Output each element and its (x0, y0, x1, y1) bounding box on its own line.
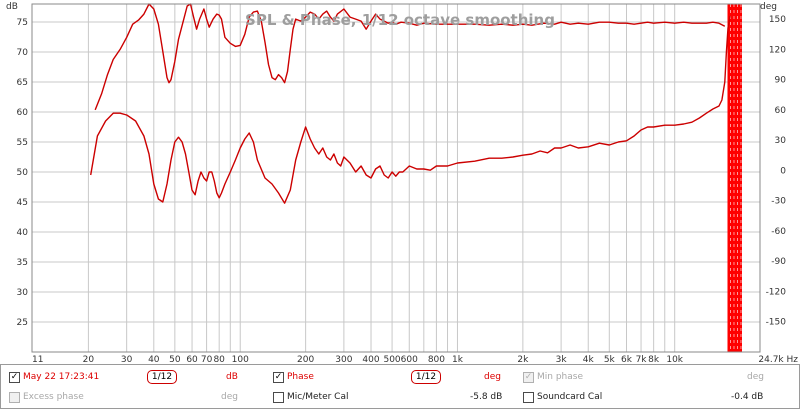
excess-phase-checkbox[interactable] (9, 392, 20, 403)
y-tick-labels-left: 75 70 65 60 55 50 45 40 35 30 25 (17, 18, 29, 328)
band-layer (727, 4, 742, 352)
x-tick-label: 7k (636, 355, 648, 364)
shaded-band (727, 4, 742, 352)
plot-frame (31, 3, 761, 353)
y-tick-label-right: 0 (780, 166, 786, 176)
excess-phase-unit: deg (221, 392, 238, 402)
y-tick-label-right: -120 (766, 287, 787, 297)
minphase-unit-label: deg (747, 372, 764, 382)
micmeter-cal-value: -5.8 dB (470, 392, 503, 402)
micmeter-cal-name[interactable]: Mic/Meter Cal (287, 392, 349, 402)
spl-unit-label: dB (226, 372, 238, 382)
y-tick-label-right: 150 (769, 15, 786, 25)
x-tick-label: 2k (517, 355, 529, 364)
y-tick-label-left: 45 (17, 198, 28, 208)
y-tick-label-left: 65 (17, 78, 28, 88)
phase-smoothing-selector[interactable]: 1/12 (411, 370, 441, 384)
chart-background (0, 0, 800, 364)
x-tick-label: 8k (648, 355, 660, 364)
x-tick-label: 10k (666, 355, 683, 364)
x-tick-label: 300 (335, 355, 352, 364)
spl-measurement-name[interactable]: May 22 17:23:41 (23, 372, 100, 382)
right-axis-unit: deg (760, 2, 777, 12)
spl-visible-checkbox[interactable]: ✓ (9, 372, 20, 383)
y-tick-label-right: -60 (771, 227, 786, 237)
x-tick-label: 30 (121, 355, 133, 364)
phase-visible-checkbox[interactable]: ✓ (273, 372, 284, 383)
trace-row-1: ✓ May 22 17:23:41 1/12 dB ✓ Phase 1/12 d… (1, 367, 799, 387)
x-tick-label: 400 (362, 355, 379, 364)
x-tick-label: 4k (583, 355, 595, 364)
series-layer (90, 3, 731, 204)
spl-phase-chart: 11 20 30 40 50 60 70 80 100 200 300 400 500 600 800 1k 2… (0, 0, 800, 364)
x-tick-label: 600 (401, 355, 418, 364)
x-tick-labels: 11 20 30 40 50 60 70 80 100 200 300 400 500 600 800 1k 2… (32, 355, 798, 364)
x-tick-label: 70 (201, 355, 213, 364)
y-tick-label-right: -30 (771, 197, 786, 207)
x-tick-label: 1k (452, 355, 464, 364)
y-tick-label-right: 90 (775, 76, 787, 86)
x-tick-label: 100 (232, 355, 249, 364)
soundcard-cal-checkbox[interactable] (523, 392, 534, 403)
soundcard-cal-value: -0.4 dB (731, 392, 764, 402)
x-tick-label: 6k (621, 355, 633, 364)
y-tick-label-right: 60 (775, 106, 787, 116)
x-tick-label: 80 (213, 355, 225, 364)
x-tick-label: 800 (428, 355, 445, 364)
y-tick-label-left: 70 (17, 48, 29, 58)
y-tick-labels-right: 150 120 90 60 30 0 -30 -60 -90 -120 -150 (766, 15, 787, 328)
spl-trace-line (90, 15, 731, 204)
phase-trace-name[interactable]: Phase (287, 372, 314, 382)
minphase-trace-name[interactable]: Min phase (537, 372, 583, 382)
y-tick-label-left: 35 (17, 258, 28, 268)
trace-control-panel: ✓ May 22 17:23:41 1/12 dB ✓ Phase 1/12 d… (0, 364, 800, 409)
x-tick-label: 11 (32, 355, 43, 364)
y-tick-label-right: -90 (771, 257, 786, 267)
y-tick-label-left: 75 (17, 18, 28, 28)
y-tick-label-right: -150 (766, 318, 787, 328)
x-tick-label: 60 (186, 355, 198, 364)
y-tick-label-left: 55 (17, 138, 28, 148)
y-tick-label-left: 25 (17, 318, 28, 328)
x-tick-label: 200 (297, 355, 314, 364)
left-axis-unit: dB (6, 2, 18, 12)
y-tick-label-right: 30 (775, 136, 787, 146)
y-tick-label-left: 60 (17, 108, 29, 118)
x-tick-label: 20 (83, 355, 95, 364)
trace-row-2: Excess phase deg Mic/Meter Cal -5.8 dB S… (1, 387, 799, 407)
chart-title: SPL & Phase, 1/12 octave smoothing (245, 11, 555, 29)
x-tick-label: 3k (556, 355, 568, 364)
micmeter-cal-checkbox[interactable] (273, 392, 284, 403)
grid-layer (32, 4, 760, 352)
minphase-visible-checkbox[interactable]: ✓ (523, 372, 534, 383)
y-tick-label-right: 120 (769, 45, 786, 55)
x-tick-label: 40 (148, 355, 160, 364)
y-tick-label-left: 40 (17, 228, 29, 238)
x-tick-label: 5k (604, 355, 616, 364)
y-tick-label-left: 50 (17, 168, 29, 178)
spl-smoothing-selector[interactable]: 1/12 (147, 370, 177, 384)
phase-unit-label: deg (484, 372, 501, 382)
y-tick-label-left: 30 (17, 288, 29, 298)
x-tick-label: 24.7k Hz (758, 355, 798, 364)
soundcard-cal-name[interactable]: Soundcard Cal (537, 392, 603, 402)
excess-phase-name[interactable]: Excess phase (23, 392, 84, 402)
x-tick-label: 500 (383, 355, 400, 364)
phase-trace-line (94, 3, 726, 111)
x-tick-label: 50 (169, 355, 181, 364)
